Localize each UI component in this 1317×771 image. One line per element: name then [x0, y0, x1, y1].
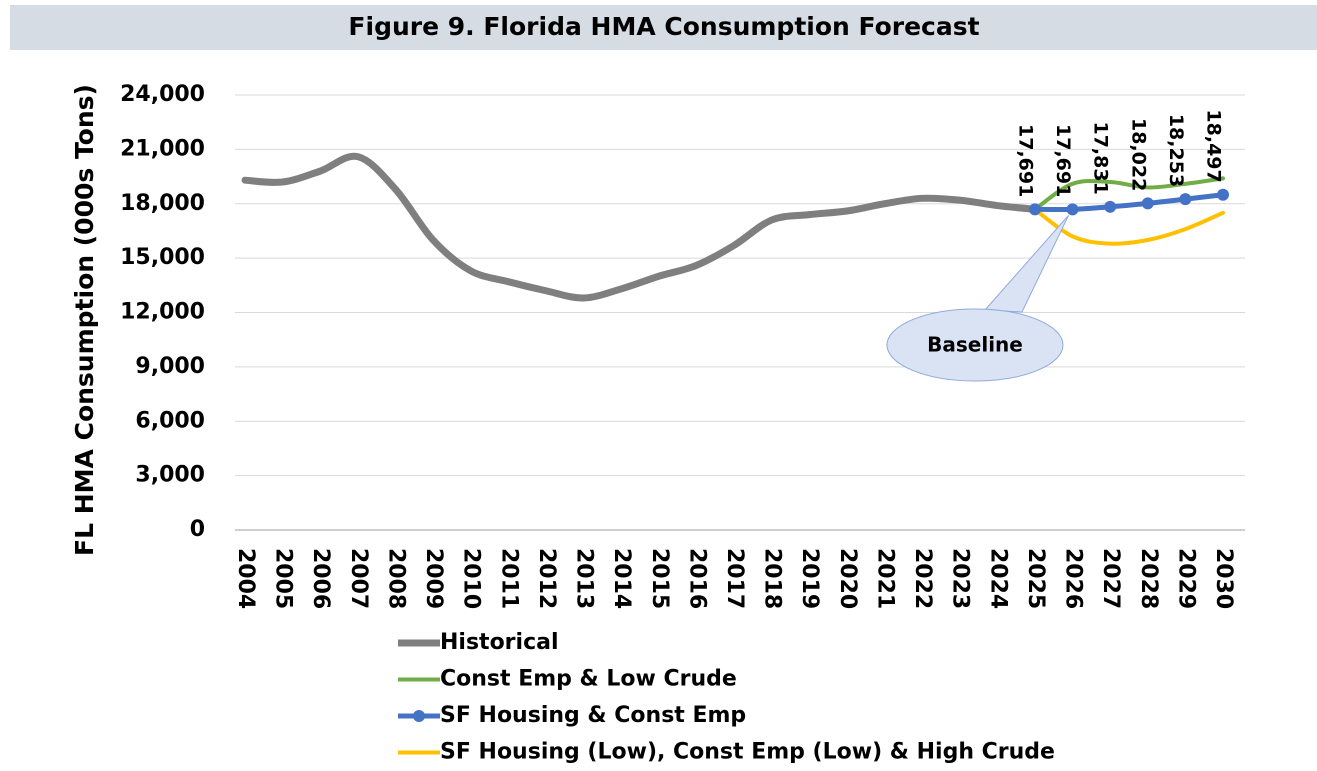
y-tick-label: 6,000 — [135, 408, 205, 433]
data-label: 17,691 — [1014, 124, 1036, 197]
x-tick-label: 2020 — [835, 548, 860, 609]
x-tick-label: 2013 — [572, 548, 597, 609]
x-tick-label: 2010 — [459, 548, 484, 609]
series-line — [1032, 176, 1225, 212]
x-tick-label: 2029 — [1173, 548, 1198, 609]
point-marker — [1066, 203, 1079, 216]
x-tick-label: 2026 — [1061, 548, 1086, 609]
x-tick-label: 2012 — [534, 548, 559, 609]
x-tick-label: 2022 — [910, 548, 935, 609]
x-tick-label: 2009 — [421, 548, 446, 609]
x-tick-label: 2023 — [948, 548, 973, 609]
x-tick-label: 2005 — [271, 548, 296, 609]
series-line — [241, 152, 1039, 302]
x-tick-label: 2008 — [383, 548, 408, 609]
point-marker — [1028, 203, 1041, 216]
x-tick-label: 2007 — [346, 548, 371, 609]
legend-label: SF Housing & Const Emp — [440, 703, 746, 728]
chart-title: Figure 9. Florida HMA Consumption Foreca… — [348, 12, 979, 41]
title-band — [10, 5, 1317, 50]
callout — [886, 308, 1064, 382]
point-marker — [1217, 188, 1229, 201]
x-tick-label: 2021 — [872, 548, 897, 609]
x-tick-label: 2027 — [1098, 548, 1123, 609]
data-label: 18,497 — [1203, 109, 1225, 182]
series-line — [1032, 207, 1225, 246]
point-marker — [1141, 197, 1154, 210]
x-tick-label: 2016 — [684, 548, 709, 609]
point-marker — [1104, 200, 1117, 213]
y-tick-label: 21,000 — [120, 136, 205, 161]
x-tick-label: 2018 — [760, 548, 785, 609]
legend-label: SF Housing (Low), Const Emp (Low) & High… — [440, 740, 1055, 765]
point-marker — [1179, 193, 1192, 206]
y-tick-label: 12,000 — [120, 300, 205, 325]
x-tick-label: 2006 — [308, 548, 333, 609]
data-label: 18,253 — [1165, 114, 1187, 187]
x-tick-label: 2004 — [233, 548, 258, 609]
legend-label: Const Emp & Low Crude — [440, 667, 737, 692]
x-tick-label: 2030 — [1211, 548, 1236, 609]
y-tick-label: 24,000 — [120, 82, 205, 107]
y-tick-label: 18,000 — [120, 191, 205, 216]
x-tick-label: 2024 — [985, 548, 1010, 609]
x-tick-label: 2011 — [496, 548, 521, 609]
data-label: 17,691 — [1052, 124, 1074, 197]
x-tick-label: 2019 — [797, 548, 822, 609]
annotation: Baseline — [927, 333, 1023, 357]
y-tick-label: 9,000 — [135, 354, 205, 379]
x-tick-label: 2014 — [609, 548, 634, 609]
y-axis-label: FL HMA Consumption (000s Tons) — [70, 84, 99, 556]
x-tick-label: 2028 — [1136, 548, 1161, 609]
data-label: 18,022 — [1127, 118, 1149, 191]
x-tick-label: 2017 — [722, 548, 747, 609]
data-label: 17,831 — [1090, 121, 1112, 194]
legend-marker — [413, 710, 425, 722]
x-tick-label: 2025 — [1023, 548, 1048, 609]
legend-label: Historical — [440, 630, 559, 655]
callout-pointer — [983, 215, 1069, 313]
x-tick-label: 2015 — [647, 548, 672, 609]
y-tick-label: 3,000 — [135, 463, 205, 488]
y-tick-label: 0 — [190, 517, 205, 542]
y-tick-label: 15,000 — [120, 245, 205, 270]
